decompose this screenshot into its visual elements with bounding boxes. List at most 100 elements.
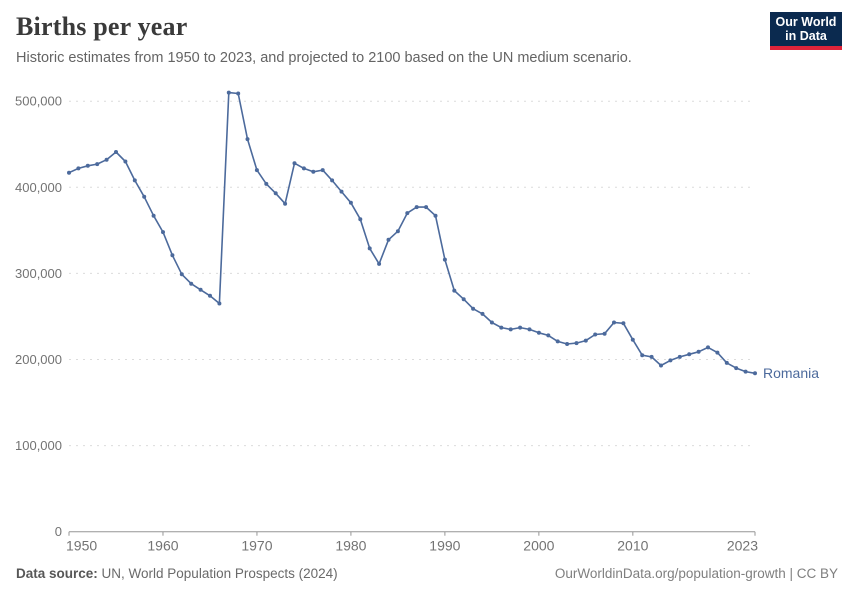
x-axis-tick-label: 1980: [335, 538, 366, 554]
data-point[interactable]: [659, 363, 663, 368]
data-point[interactable]: [151, 213, 156, 218]
data-point[interactable]: [123, 159, 128, 164]
data-point[interactable]: [311, 169, 316, 174]
data-point[interactable]: [743, 369, 748, 374]
data-point[interactable]: [565, 342, 570, 346]
data-point[interactable]: [386, 237, 391, 242]
data-point[interactable]: [508, 327, 513, 332]
y-axis-tick-label: 500,000: [15, 94, 62, 109]
y-axis-tick-label: 200,000: [15, 352, 62, 367]
data-point[interactable]: [480, 311, 485, 316]
data-point[interactable]: [95, 162, 100, 167]
data-point[interactable]: [189, 281, 194, 286]
data-point[interactable]: [471, 306, 476, 311]
data-point[interactable]: [499, 325, 504, 330]
data-point[interactable]: [734, 366, 739, 371]
owid-logo-line1: Our World: [775, 15, 837, 29]
data-point[interactable]: [433, 213, 438, 218]
data-point[interactable]: [649, 354, 654, 359]
data-point[interactable]: [489, 320, 494, 325]
data-point[interactable]: [593, 332, 598, 337]
data-point[interactable]: [527, 327, 532, 332]
data-point[interactable]: [320, 168, 325, 173]
data-point[interactable]: [612, 320, 616, 325]
y-axis-tick-label: 400,000: [15, 180, 62, 195]
data-point[interactable]: [546, 333, 551, 338]
data-point[interactable]: [198, 287, 203, 292]
data-point[interactable]: [367, 246, 372, 251]
data-point[interactable]: [677, 354, 682, 359]
data-point[interactable]: [330, 178, 335, 183]
data-point[interactable]: [339, 189, 344, 194]
data-point[interactable]: [104, 157, 109, 162]
owid-logo-line2: in Data: [785, 29, 827, 43]
data-point[interactable]: [696, 349, 701, 354]
data-point[interactable]: [76, 166, 81, 171]
data-source-text: UN, World Population Prospects (2024): [97, 566, 338, 581]
data-point[interactable]: [85, 163, 90, 168]
data-point[interactable]: [358, 217, 363, 222]
data-point[interactable]: [715, 350, 720, 355]
data-point[interactable]: [621, 321, 626, 326]
data-point[interactable]: [264, 181, 269, 186]
data-point[interactable]: [67, 170, 71, 175]
series-end-label[interactable]: Romania: [763, 365, 819, 381]
data-point[interactable]: [405, 211, 410, 216]
data-point[interactable]: [555, 339, 560, 344]
data-point[interactable]: [706, 345, 710, 350]
data-point[interactable]: [424, 205, 429, 210]
romania-series-line[interactable]: [68, 91, 756, 375]
data-point[interactable]: [395, 229, 400, 234]
data-point[interactable]: [377, 261, 382, 266]
data-point[interactable]: [132, 178, 137, 183]
data-point[interactable]: [518, 325, 523, 330]
data-point[interactable]: [170, 253, 175, 258]
data-point[interactable]: [245, 137, 250, 142]
owid-logo[interactable]: Our World in Data: [770, 12, 842, 50]
chart-subtitle: Historic estimates from 1950 to 2023, an…: [16, 50, 632, 66]
data-point[interactable]: [536, 330, 541, 335]
x-axis-tick-label: 2023: [727, 538, 758, 554]
data-point[interactable]: [602, 331, 607, 336]
data-point[interactable]: [452, 288, 457, 293]
footer-credit-link[interactable]: OurWorldinData.org/population-growth | C…: [554, 566, 838, 581]
y-axis-tick-label: 0: [55, 524, 62, 539]
y-axis-tick-label: 100,000: [15, 438, 62, 453]
data-point[interactable]: [348, 200, 353, 205]
data-point[interactable]: [226, 90, 231, 95]
line-chart[interactable]: 0 100,000 200,000 300,000 400,000 500,000 1950…: [0, 80, 850, 560]
data-point[interactable]: [161, 230, 165, 235]
x-axis-tick-label: 1990: [429, 538, 460, 554]
data-point[interactable]: [208, 293, 212, 298]
data-point[interactable]: [142, 194, 147, 199]
x-axis-tick-label: 2010: [617, 538, 648, 554]
x-axis-tick-label: 1970: [241, 538, 272, 554]
page-title: Births per year: [16, 12, 188, 41]
data-point[interactable]: [442, 257, 447, 262]
data-point[interactable]: [414, 205, 419, 210]
data-point[interactable]: [179, 272, 184, 277]
x-axis-tick-label: 1960: [147, 538, 178, 554]
data-point[interactable]: [724, 360, 729, 365]
data-point[interactable]: [301, 166, 306, 171]
data-point[interactable]: [283, 201, 288, 206]
data-point[interactable]: [687, 352, 692, 357]
data-point[interactable]: [583, 338, 588, 343]
data-point[interactable]: [217, 301, 222, 306]
data-point[interactable]: [273, 191, 278, 196]
data-point[interactable]: [640, 353, 645, 358]
data-point[interactable]: [114, 150, 118, 154]
data-point[interactable]: [292, 161, 297, 166]
data-point[interactable]: [753, 371, 757, 376]
data-point[interactable]: [630, 337, 635, 342]
data-point[interactable]: [254, 168, 259, 173]
data-point[interactable]: [574, 341, 579, 346]
data-source-label: Data source:: [16, 566, 98, 581]
data-point[interactable]: [668, 358, 673, 363]
x-axis-tick-label: 2000: [523, 538, 554, 554]
data-source: Data source: UN, World Population Prospe…: [16, 566, 338, 581]
data-point[interactable]: [461, 297, 466, 302]
y-axis-tick-label: 300,000: [15, 266, 62, 281]
data-point[interactable]: [236, 91, 241, 96]
